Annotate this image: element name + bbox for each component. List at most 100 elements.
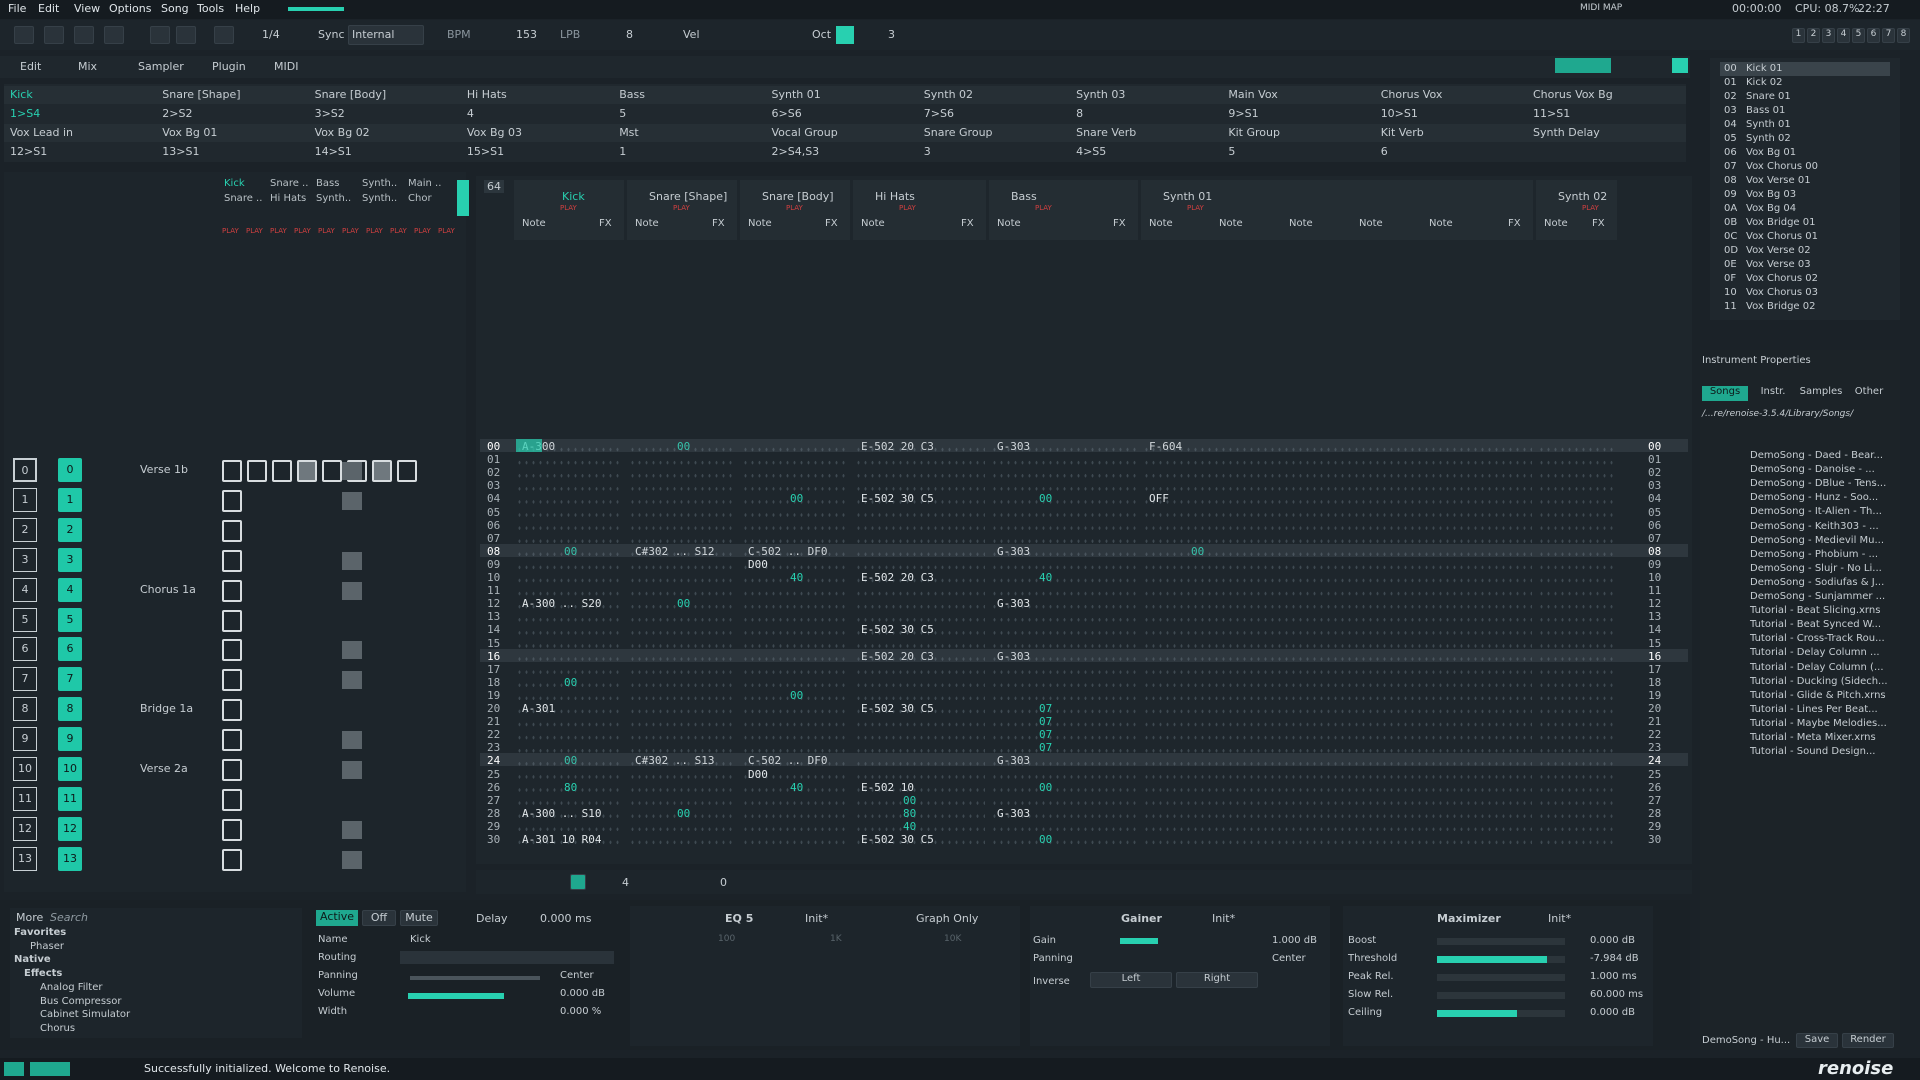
midi-map[interactable]: MIDI MAP [1580,3,1623,13]
pattern-cell[interactable]: 00 [564,675,578,689]
routing-cell[interactable]: Vocal Group [771,126,838,139]
pattern-slot[interactable]: 3 [58,547,82,572]
file-item[interactable]: Tutorial - Glide & Pitch.xrns [1750,689,1886,701]
track-name[interactable]: Hi Hats [875,190,915,203]
stop-button[interactable] [74,26,94,44]
routing-cell[interactable]: 6>S6 [771,107,802,120]
param-value[interactable]: 0.000 % [560,1006,602,1017]
routing-cell[interactable]: Chorus Vox [1380,88,1443,101]
routing-cell[interactable]: Kit Group [1228,126,1280,139]
max-value[interactable]: 1.000 ms [1590,971,1637,982]
menu-item[interactable]: Options [109,2,152,15]
pattern-cell[interactable]: OFF [1149,492,1169,506]
pattern-slot[interactable]: 6 [58,637,82,662]
routing-cell[interactable]: 4 [466,107,474,120]
lpb-value[interactable]: 8 [626,28,633,41]
instrument-name[interactable]: Vox Bridge 02 [1746,301,1816,312]
pattern-tab[interactable]: 1 [1792,28,1805,43]
pattern-tab[interactable]: 2 [1807,28,1820,43]
file-item[interactable]: Tutorial - Meta Mixer.xrns [1750,732,1876,743]
routing-cell[interactable]: 6 [1380,145,1388,158]
pattern-tab[interactable]: 4 [1837,28,1850,43]
sequence-slot[interactable]: 8 [13,697,37,722]
routing-cell[interactable]: 12>S1 [10,145,48,158]
bpm-value[interactable]: 153 [516,28,537,41]
routing-cell[interactable]: Synth 01 [771,88,821,101]
menu-item[interactable]: Help [235,2,261,15]
pattern-slot[interactable]: 4 [58,577,82,602]
file-item[interactable]: Tutorial - Sound Design... [1750,746,1876,758]
file-item[interactable]: DemoSong - Slujr - No Li... [1750,562,1882,574]
section-name[interactable]: Verse 1b [140,463,188,476]
instrument-name[interactable]: Vox Bridge 01 [1746,217,1816,228]
instrument-name[interactable]: Vox Verse 01 [1746,175,1811,186]
routing-cell[interactable]: Kick [10,88,33,101]
section-name[interactable]: Bridge 1a [140,702,194,716]
pattern-cell[interactable]: 07 [1039,741,1053,755]
routing-cell[interactable]: 15>S1 [466,145,505,158]
file-item[interactable]: DemoSong - Phobium - ... [1750,548,1879,560]
routing-cell[interactable]: Snare [Body] [314,88,387,101]
pattern-cell[interactable]: G-303 [997,754,1031,768]
pattern-slot[interactable]: 8 [58,697,82,722]
routing-cell[interactable]: Synth 03 [1076,88,1126,101]
maximizer-preset[interactable]: Init* [1548,912,1572,925]
pattern-slot[interactable]: 5 [58,607,82,632]
loop-button[interactable] [44,26,64,44]
instrument-name[interactable]: Vox Chorus 03 [1746,287,1818,298]
pattern-cell[interactable]: 00 [1039,833,1053,846]
pattern-slot[interactable]: 12 [58,816,82,841]
section-name[interactable]: Chorus 1a [140,582,196,596]
instrument-name[interactable]: Vox Bg 03 [1746,189,1797,200]
routing-cell[interactable]: Snare Group [923,126,993,139]
active-button[interactable]: Active [316,910,358,926]
routing-cell[interactable]: 10>S1 [1380,107,1418,120]
file-item[interactable]: Tutorial - Beat Synced W... [1750,619,1882,631]
pattern-cell[interactable]: C#302 .. S13 [635,754,715,768]
track-name[interactable]: Synth 02 [1558,190,1608,203]
pattern-cell[interactable]: 00 [790,688,804,702]
track-name[interactable]: Synth 01 [1163,190,1213,203]
pattern-cell[interactable]: C-502 .. DF0 [748,544,828,558]
delay-value[interactable]: 0.000 ms [540,912,592,925]
save-button[interactable]: Save [1796,1033,1838,1048]
max-value[interactable]: 0.000 dB [1590,935,1636,946]
routing-cell[interactable]: Mst [619,126,639,139]
routing-cell[interactable]: Synth 02 [923,88,974,101]
routing-cell[interactable]: Chorus Vox Bg [1533,88,1613,101]
pattern-cell[interactable]: 80 [564,780,578,794]
browser-tab[interactable]: Samples [1799,386,1843,397]
track-name[interactable]: Bass [1011,190,1037,203]
pattern-slot[interactable]: 1 [58,487,82,512]
oct-value[interactable]: 3 [888,28,895,41]
sequence-slot[interactable]: 9 [13,727,37,752]
pattern-cell[interactable]: D00 [748,557,768,571]
more-button[interactable]: More [16,911,44,924]
tree-item[interactable]: Bus Compressor [40,995,122,1007]
pattern-tab[interactable]: 7 [1882,28,1895,43]
pattern-tab[interactable]: 3 [1822,28,1835,43]
follow-button[interactable] [176,26,196,44]
pattern-cell[interactable]: E-502 20 C3 [861,649,934,663]
instrument-name[interactable]: Synth 02 [1746,133,1791,144]
instrument-name[interactable]: Kick 02 [1746,77,1783,88]
eq-mode[interactable]: Graph Only [916,912,979,925]
file-item[interactable]: DemoSong - Sunjammer ... [1750,591,1886,602]
pattern-slot[interactable]: 13 [58,846,82,871]
routing-cell[interactable]: 1 [619,145,627,158]
sync-dropdown[interactable] [348,25,424,45]
sequence-slot[interactable]: 1 [13,487,37,512]
routing-cell[interactable]: Vox Bg 01 [162,126,218,139]
sequence-slot[interactable]: 11 [13,786,37,811]
sequence-slot[interactable]: 12 [13,816,37,841]
routing-cell[interactable]: Snare [Shape] [162,88,241,101]
pattern-cell[interactable]: 07 [1039,715,1053,729]
routing-cell[interactable]: Main Vox [1228,88,1278,101]
tree-item[interactable]: Cabinet Simulator [40,1009,131,1021]
track-name[interactable]: Kick [562,190,585,203]
track-name[interactable]: Snare [Body] [762,190,834,203]
metronome-button[interactable] [150,26,170,44]
right-button[interactable]: Right [1176,972,1258,988]
track-name[interactable]: Snare [Shape] [649,190,728,203]
menu-item[interactable]: Song [161,2,189,15]
